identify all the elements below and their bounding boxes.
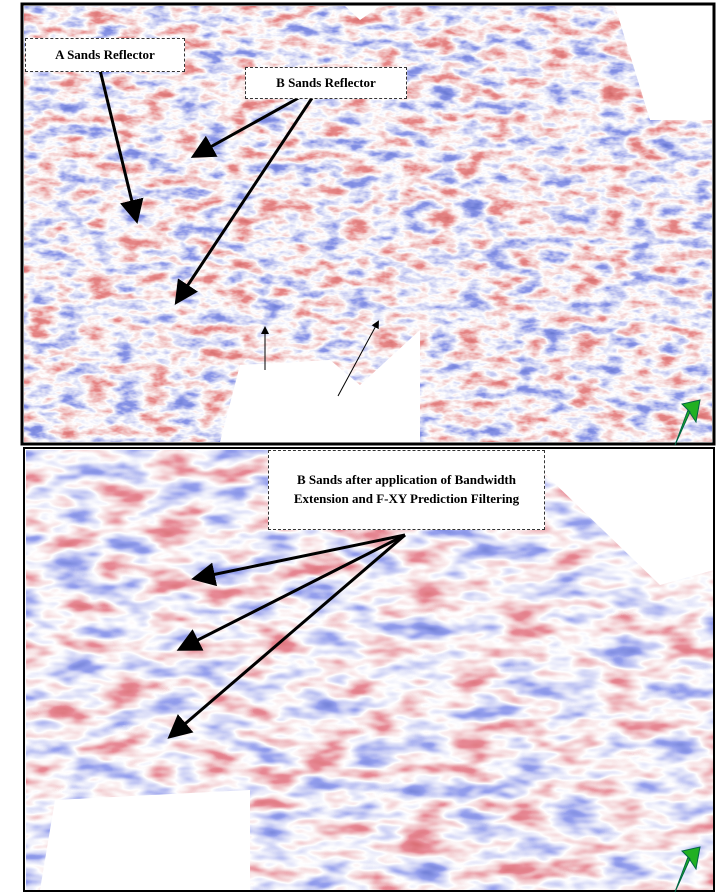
label: B Sands after application of Bandwidth E… — [268, 450, 545, 530]
page: A Sands Reflector B Sands Reflector B Sa… — [0, 0, 717, 894]
label: B Sands Reflector — [245, 67, 407, 99]
figure — [0, 0, 717, 894]
blank-area — [40, 790, 250, 890]
label: A Sands Reflector — [25, 38, 185, 72]
